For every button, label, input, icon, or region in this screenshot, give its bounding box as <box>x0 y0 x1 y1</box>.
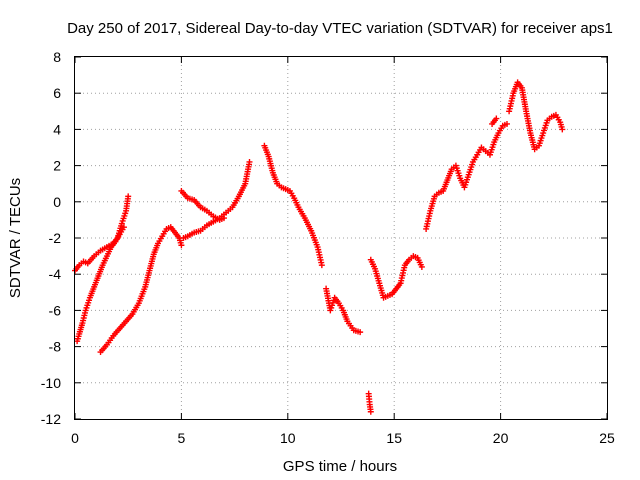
data-points <box>72 79 566 415</box>
x-tick-label: 10 <box>280 430 296 446</box>
data-point <box>559 126 566 133</box>
x-axis-title: GPS time / hours <box>283 458 397 475</box>
x-tick-label: 20 <box>493 430 509 446</box>
data-point <box>120 224 127 231</box>
x-tick-label: 5 <box>178 430 186 446</box>
data-point <box>357 329 364 336</box>
data-point <box>503 120 510 127</box>
data-point <box>493 115 500 122</box>
y-tick-label: 2 <box>53 158 61 174</box>
y-tick-label: -6 <box>49 302 62 318</box>
y-tick-label: -4 <box>49 266 62 282</box>
data-point <box>178 242 185 249</box>
y-tick-label: 4 <box>53 121 61 137</box>
plot-frame <box>74 56 608 420</box>
y-tick-label: -10 <box>41 375 61 391</box>
data-point <box>246 158 253 165</box>
y-tick-label: -12 <box>41 411 61 427</box>
y-tick-label: 6 <box>53 85 61 101</box>
data-point <box>220 215 227 222</box>
data-point <box>418 263 425 270</box>
x-tick-label: 15 <box>386 430 402 446</box>
y-tick-label: 8 <box>53 49 61 65</box>
chart-title: Day 250 of 2017, Sidereal Day-to-day VTE… <box>67 20 613 37</box>
data-point <box>125 193 132 200</box>
x-tick-label: 25 <box>599 430 615 446</box>
data-point <box>367 408 374 415</box>
x-tick-label: 0 <box>71 430 79 446</box>
y-tick-label: 0 <box>53 194 61 210</box>
data-point <box>318 262 325 269</box>
y-axis-title: SDTVAR / TECUs <box>7 178 24 298</box>
tick-labels: 0 5 10 15 20 25 -12 -10 -8 -6 -4 -2 0 2 4 6 8 <box>41 49 615 446</box>
y-tick-label: -8 <box>49 339 62 355</box>
y-tick-label: -2 <box>49 230 62 246</box>
